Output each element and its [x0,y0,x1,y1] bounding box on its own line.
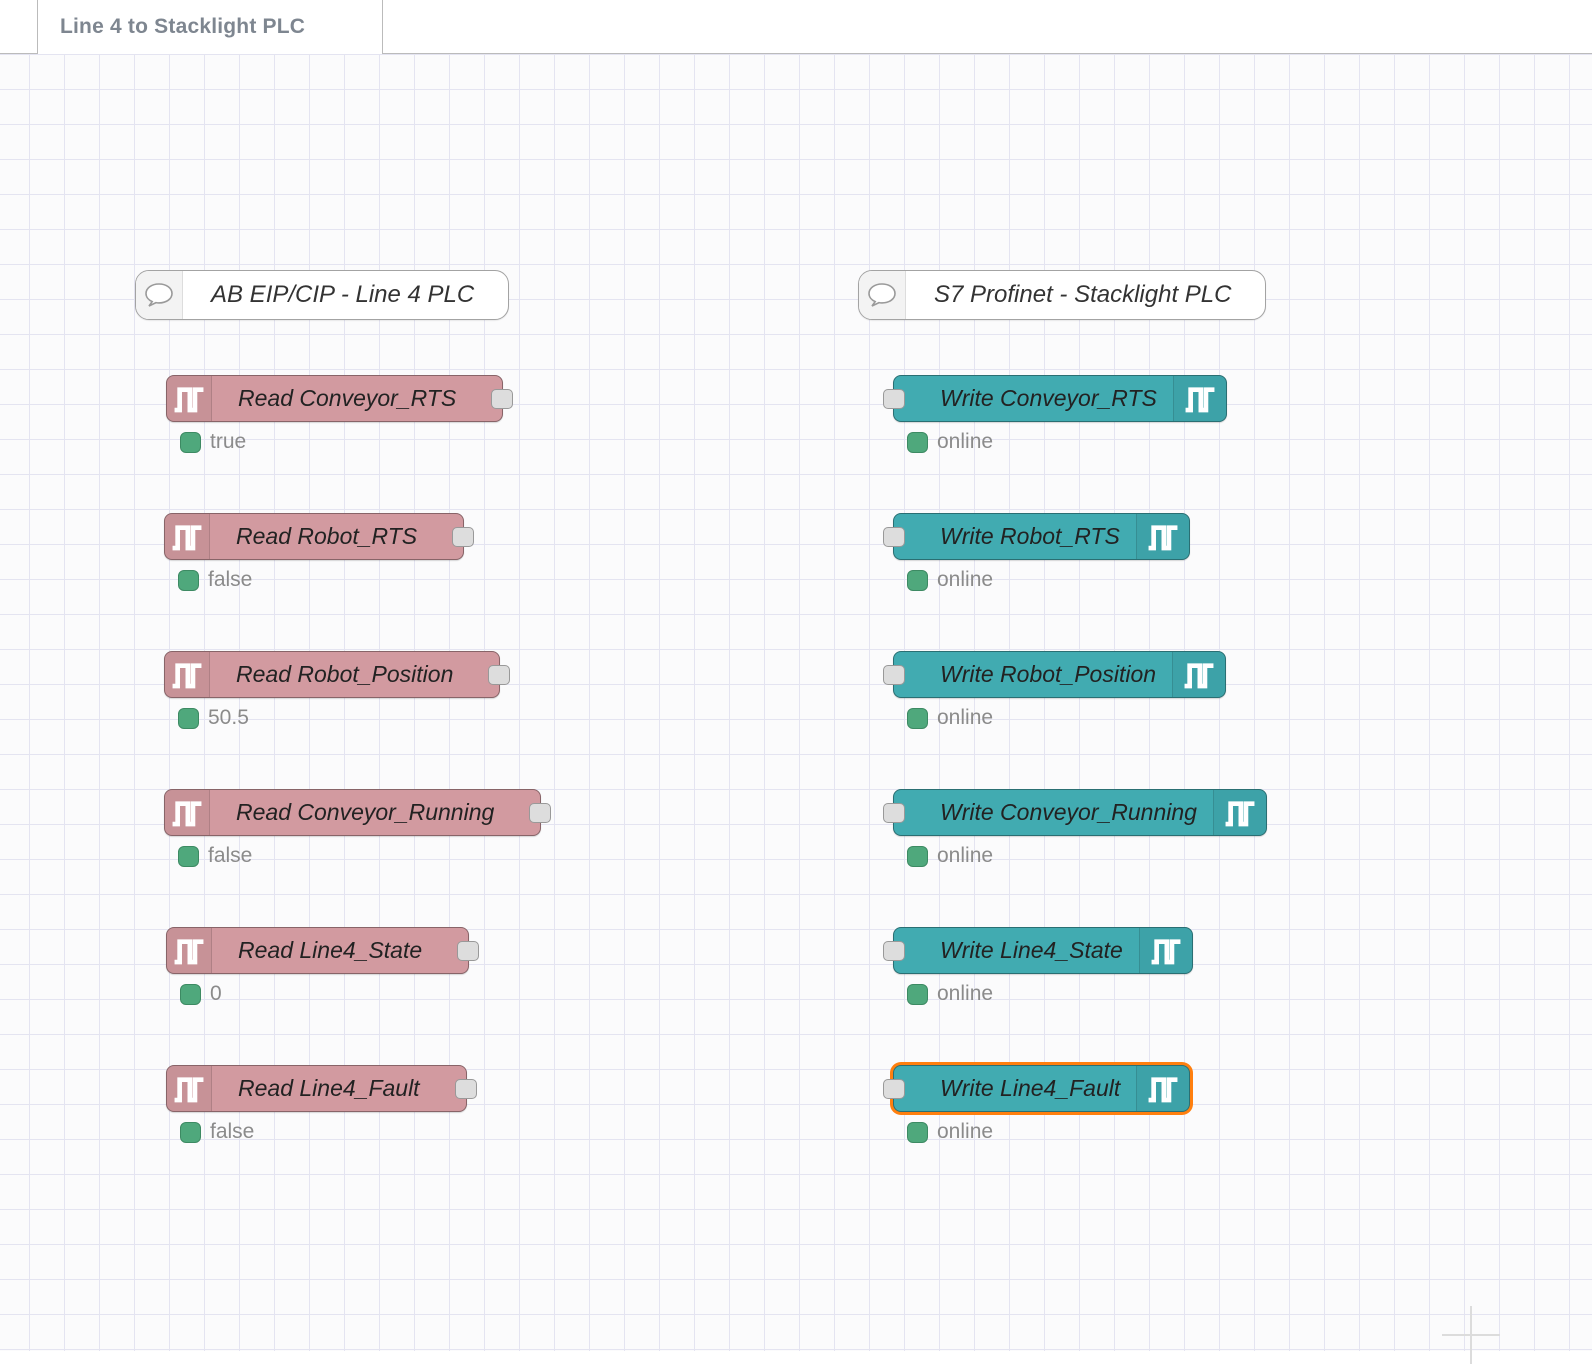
node-status: false [178,568,252,592]
flow-canvas[interactable]: AB EIP/CIP - Line 4 PLC S7 Profinet - St… [0,53,1592,1364]
node-label: Read Conveyor_RTS [238,385,457,411]
pulse-square-wave-icon [165,652,210,697]
node-status: false [180,1120,254,1144]
status-text: 0 [210,982,222,1005]
status-dot [180,983,201,1005]
comment-node-s7-profinet[interactable]: S7 Profinet - Stacklight PLC [858,270,1267,320]
status-text: online [937,982,994,1005]
pulse-square-wave-icon [165,514,210,559]
input-port[interactable] [883,388,905,409]
pulse-square-wave-icon [1212,790,1266,835]
tab-line4-to-stacklight-plc[interactable]: Line 4 to Stacklight PLC [38,0,383,54]
node-label: Write Line4_State [940,937,1123,963]
input-port[interactable] [883,664,905,685]
comment-label: S7 Profinet - Stacklight PLC [934,281,1232,308]
status-text: online [937,430,994,453]
status-text: true [210,430,247,453]
output-port[interactable] [491,388,514,409]
node-status: 50.5 [178,706,249,730]
pulse-square-wave-icon [1172,652,1226,697]
node-label: Write Line4_Fault [940,1075,1121,1101]
speech-bubble-icon [859,271,906,319]
tab-label: Line 4 to Stacklight PLC [60,15,306,38]
node-label: Write Conveyor_RTS [940,385,1157,411]
node-read-line4-state[interactable]: Read Line4_State [166,927,480,974]
output-port[interactable] [452,526,475,547]
status-text: 50.5 [208,706,249,729]
node-write-robot-position[interactable]: Write Robot_Position [883,651,1227,698]
status-dot [907,1121,928,1143]
output-port[interactable] [454,1078,477,1099]
speech-bubble-icon [136,271,183,319]
node-status: false [178,844,252,868]
input-port[interactable] [883,940,905,961]
pulse-square-wave-icon [1135,514,1189,559]
pulse-square-wave-icon [167,1066,212,1111]
status-text: online [937,706,994,729]
node-read-conveyor-running[interactable]: Read Conveyor_Running [164,789,552,836]
node-label: Read Conveyor_Running [236,799,495,825]
output-port[interactable] [529,802,552,823]
status-dot [180,1121,201,1143]
status-dot [907,431,928,453]
status-dot [907,983,928,1005]
node-status: true [180,430,246,454]
node-label: Write Robot_RTS [940,523,1120,549]
output-port[interactable] [488,664,511,685]
node-write-robot-rts[interactable]: Write Robot_RTS [883,513,1190,560]
status-dot [180,431,201,453]
status-text: false [208,844,253,867]
status-text: online [937,568,994,591]
node-label: Read Robot_RTS [236,523,418,549]
node-write-line4-state[interactable]: Write Line4_State [883,927,1193,974]
tab-strip-edge [0,0,38,53]
node-write-conveyor-running[interactable]: Write Conveyor_Running [883,789,1267,836]
node-label: Write Robot_Position [940,661,1157,687]
status-text: false [210,1120,255,1143]
node-status: online [907,844,993,868]
node-label: Read Line4_Fault [238,1075,420,1101]
node-status: online [907,1120,993,1144]
node-write-line4-fault[interactable]: Write Line4_Fault [883,1065,1191,1112]
node-read-robot-rts[interactable]: Read Robot_RTS [164,513,475,560]
pulse-square-wave-icon [1172,376,1226,421]
status-dot [907,707,928,729]
input-port[interactable] [883,1078,905,1099]
node-status: online [907,430,993,454]
output-port[interactable] [457,940,480,961]
node-write-conveyor-rts[interactable]: Write Conveyor_RTS [883,375,1227,422]
node-read-conveyor-rts[interactable]: Read Conveyor_RTS [166,375,514,422]
pulse-square-wave-icon [1136,1066,1190,1111]
comment-node-ab-eip[interactable]: AB EIP/CIP - Line 4 PLC [135,270,510,320]
status-dot [907,845,928,867]
comment-label: AB EIP/CIP - Line 4 PLC [211,281,475,308]
input-port[interactable] [883,802,905,823]
status-dot [178,845,199,867]
status-dot [178,707,199,729]
status-dot [907,569,928,591]
node-status: online [907,706,993,730]
node-label: Read Robot_Position [236,661,454,687]
node-status: online [907,568,993,592]
pulse-square-wave-icon [165,790,210,835]
node-read-robot-position[interactable]: Read Robot_Position [164,651,511,698]
node-read-line4-fault[interactable]: Read Line4_Fault [166,1065,477,1112]
status-dot [178,569,199,591]
pulse-square-wave-icon [167,928,212,973]
pulse-square-wave-icon [167,376,212,421]
status-text: false [208,568,253,591]
pulse-square-wave-icon [1138,928,1192,973]
node-status: 0 [180,982,222,1006]
node-label: Write Conveyor_Running [940,799,1197,825]
node-status: online [907,982,993,1006]
status-text: online [937,844,994,867]
status-text: online [937,1120,994,1143]
node-label: Read Line4_State [238,937,423,963]
canvas-crosshair [1442,1306,1500,1364]
input-port[interactable] [883,526,905,547]
